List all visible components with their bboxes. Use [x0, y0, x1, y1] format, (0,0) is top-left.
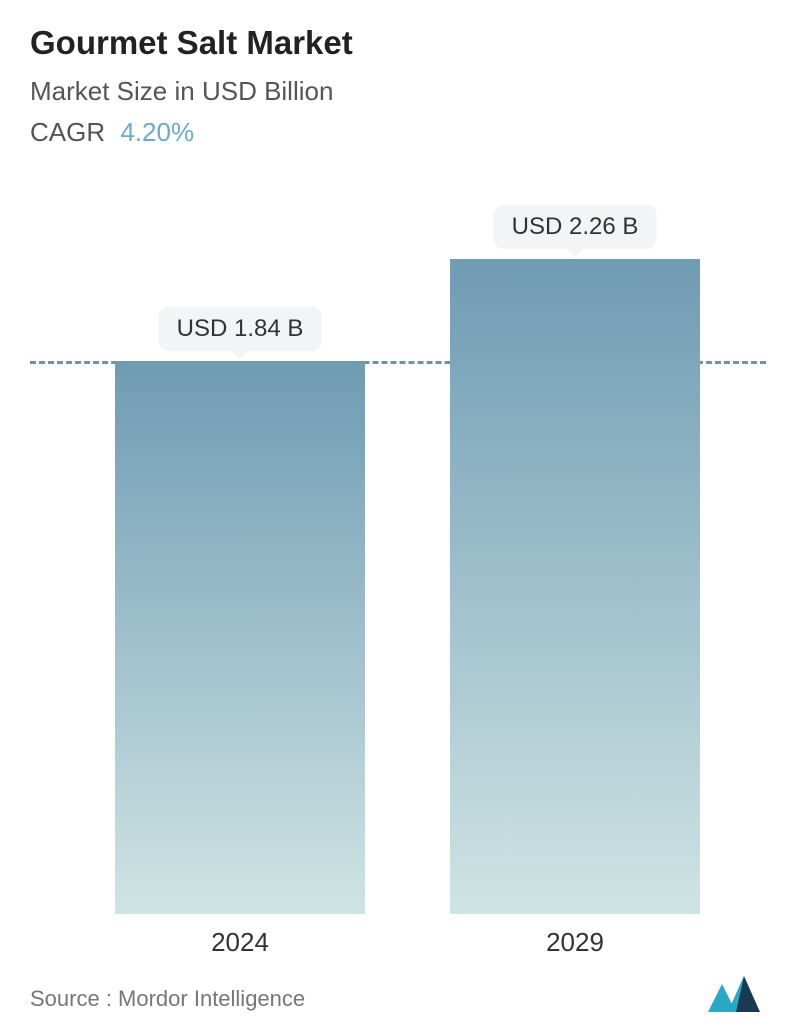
- value-pill: USD 2.26 B: [494, 205, 657, 249]
- value-pill: USD 1.84 B: [159, 307, 322, 351]
- chart-subtitle: Market Size in USD Billion: [30, 76, 766, 107]
- x-axis-label: 2024: [211, 927, 269, 958]
- x-axis-label: 2029: [546, 927, 604, 958]
- chart-area: USD 1.84 B2024 USD 2.26 B2029: [30, 210, 766, 914]
- brand-logo: [708, 976, 766, 1012]
- chart-container: Gourmet Salt Market Market Size in USD B…: [0, 0, 796, 1034]
- cagr-value: 4.20%: [120, 117, 194, 147]
- footer: Source : Mordor Intelligence: [30, 976, 766, 1012]
- bar-2029: USD 2.26 B2029: [450, 259, 700, 914]
- chart-title: Gourmet Salt Market: [30, 24, 766, 62]
- logo-icon: [708, 976, 766, 1012]
- source-text: Source : Mordor Intelligence: [30, 986, 305, 1012]
- cagr-line: CAGR 4.20%: [30, 117, 766, 148]
- bar-2024: USD 1.84 B2024: [115, 361, 365, 914]
- bar-fill: [450, 259, 700, 914]
- cagr-label: CAGR: [30, 117, 105, 147]
- bar-fill: [115, 361, 365, 914]
